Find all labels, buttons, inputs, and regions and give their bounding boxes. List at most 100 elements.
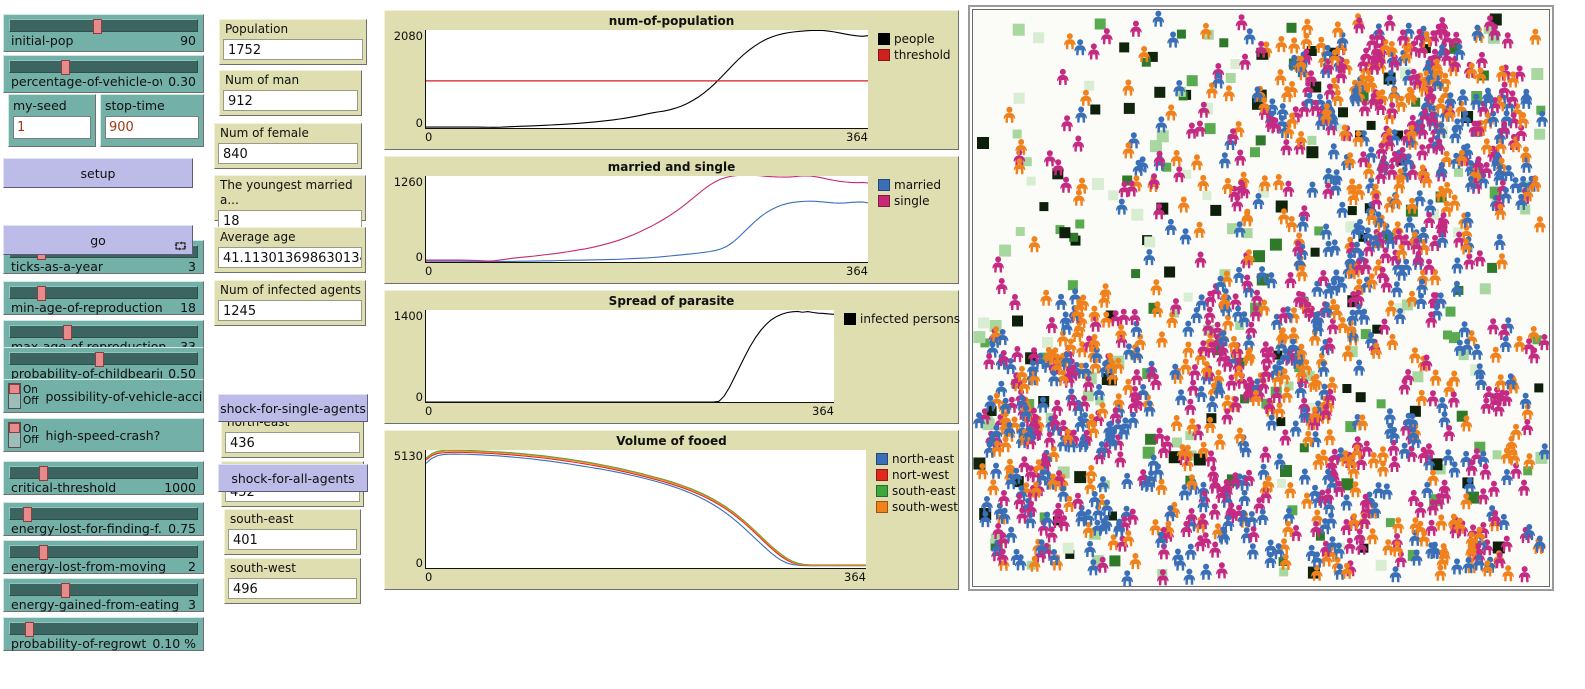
slider-value: 0.10 % <box>152 636 196 651</box>
slider-value: 3 <box>188 259 196 274</box>
slider-label: ticks-as-a-year <box>11 259 104 274</box>
slider-track[interactable] <box>9 583 198 598</box>
input-stop-time[interactable]: stop-time 900 <box>100 94 204 147</box>
input-field[interactable]: 1 <box>13 116 91 139</box>
plot-canvas <box>425 450 866 569</box>
monitor-label: Num of female <box>220 126 309 140</box>
legend-item[interactable]: threshold <box>878 48 956 62</box>
legend-item[interactable]: people <box>878 32 956 46</box>
slider-thumb[interactable] <box>95 352 104 367</box>
monitor-num-of-infected-agents: Num of infected agents 1245 <box>214 280 366 326</box>
shock-for-single-agents-button[interactable]: shock-for-single-agents <box>218 394 368 422</box>
slider-row: critical-threshold 1000 <box>8 479 199 496</box>
slider-label: energy-lost-from-moving <box>11 559 167 574</box>
slider-track[interactable] <box>9 466 198 481</box>
slider-label: initial-pop <box>11 33 74 48</box>
input-field[interactable]: 900 <box>105 116 199 139</box>
monitor-label: south-east <box>230 512 294 526</box>
slider-thumb[interactable] <box>23 507 32 522</box>
slider-track[interactable] <box>9 507 198 522</box>
slider-track[interactable] <box>9 19 198 34</box>
slider-value: 0.30 <box>168 74 196 89</box>
legend-item[interactable]: single <box>878 194 956 208</box>
plot-spread-of-parasite: Spread of parasite 1400 0 0 364 infected pers… <box>384 290 960 424</box>
plot-plot-area[interactable]: 0 364 <box>425 30 868 143</box>
plot-plot-area[interactable]: 0 364 <box>425 310 834 417</box>
forever-loop-icon: ⮔ <box>173 240 187 253</box>
legend-label: married <box>894 178 942 192</box>
slider-energy-lost-from-moving[interactable]: energy-lost-from-moving 2 <box>3 540 204 574</box>
monitor-population: Population 1752 <box>219 19 367 65</box>
slider-energy-lost-for-finding-f[interactable]: energy-lost-for-finding-f... 0.75 <box>3 502 204 536</box>
switch-high-speed-crash[interactable]: On Off high-speed-crash? <box>3 418 204 452</box>
slider-critical-threshold[interactable]: critical-threshold 1000 <box>3 461 204 495</box>
plot-num-of-population: num-of-population 2080 0 0 364 people threshol… <box>384 10 959 150</box>
slider-row: probability-of-regrowth 0.10 % <box>8 635 199 652</box>
input-my-seed[interactable]: my-seed 1 <box>8 94 96 147</box>
switch-name-label: high-speed-crash? <box>45 427 161 443</box>
slider-thumb[interactable] <box>93 19 102 34</box>
legend-label: single <box>894 194 930 208</box>
switch-onoff-labels: On Off <box>23 385 46 407</box>
plot-y-min-label: 0 <box>415 390 423 404</box>
legend-label: north-east <box>892 452 955 466</box>
slider-thumb[interactable] <box>39 466 48 481</box>
switch-onoff-labels: On Off <box>23 424 46 446</box>
legend-label: people <box>894 32 935 46</box>
setup-button-label: setup <box>80 165 116 181</box>
legend-item[interactable]: south-east <box>876 484 956 498</box>
plot-x-min-label: 0 <box>425 130 433 144</box>
monitor-value: 496 <box>228 578 357 599</box>
slider-probability-of-regrowth[interactable]: probability-of-regrowth 0.10 % <box>3 617 204 651</box>
legend-item[interactable]: north-east <box>876 452 956 466</box>
setup-button[interactable]: setup <box>3 158 193 188</box>
go-button[interactable]: go ⮔ <box>3 225 193 255</box>
slider-track[interactable] <box>9 325 198 340</box>
slider-thumb[interactable] <box>39 545 48 560</box>
slider-thumb[interactable] <box>61 60 70 75</box>
legend-label: infected persons <box>860 312 961 326</box>
monitor-value: 1752 <box>223 39 363 60</box>
switch-off-label: Off <box>23 434 39 446</box>
plot-plot-area[interactable]: 0 364 <box>425 450 866 583</box>
slider-min-age-of-reproduction[interactable]: min-age-of-reproduction 18 <box>3 281 204 315</box>
monitor-value: 1245 <box>218 300 362 321</box>
slider-probability-of-childbearing[interactable]: probability-of-childbearing 0.50 <box>3 347 204 381</box>
switch-toggle-knob[interactable] <box>8 422 21 448</box>
monitor-value: 840 <box>218 143 358 164</box>
slider-value: 90 <box>180 33 196 48</box>
switch-name-label: possibility-of-vehicle-acci... <box>45 388 204 404</box>
world-canvas[interactable] <box>972 9 1550 587</box>
slider-track[interactable] <box>9 286 198 301</box>
monitor-label: Num of infected agents <box>220 283 362 297</box>
slider-thumb[interactable] <box>61 583 70 598</box>
plot-volume-of-fooed: Volume of fooed 5130 0 0 364 north-east nort-w… <box>384 430 959 590</box>
shock-for-all-agents-button[interactable]: shock-for-all-agents <box>218 464 368 492</box>
slider-initial-pop[interactable]: initial-pop 90 <box>3 14 204 52</box>
legend-label: nort-west <box>892 468 950 482</box>
slider-track[interactable] <box>9 60 198 75</box>
switch-knob-cap <box>9 384 20 394</box>
slider-track[interactable] <box>9 352 198 367</box>
slider-track[interactable] <box>9 622 198 637</box>
slider-track[interactable] <box>9 545 198 560</box>
slider-thumb[interactable] <box>63 325 72 340</box>
legend-item[interactable]: infected persons <box>844 312 960 326</box>
plot-plot-area[interactable]: 0 364 <box>425 176 868 277</box>
slider-percentage-of-vehicle-ow[interactable]: percentage-of-vehicle-ow... 0.30 <box>3 55 204 93</box>
plot-body: 5130 0 0 364 north-east nort-west south-east so… <box>385 450 958 589</box>
world-view[interactable] <box>968 5 1554 591</box>
plot-y-axis: 1400 0 <box>385 310 425 423</box>
slider-thumb[interactable] <box>25 622 34 637</box>
plot-x-max-label: 364 <box>846 130 868 144</box>
slider-label: critical-threshold <box>11 480 117 495</box>
legend-item[interactable]: south-west <box>876 500 958 514</box>
legend-swatch <box>876 469 888 481</box>
plot-y-min-label: 0 <box>415 116 423 130</box>
switch-toggle-knob[interactable] <box>8 383 21 409</box>
slider-energy-gained-from-eating[interactable]: energy-gained-from-eating 3 <box>3 578 204 612</box>
legend-item[interactable]: married <box>878 178 956 192</box>
legend-item[interactable]: nort-west <box>876 468 956 482</box>
slider-thumb[interactable] <box>37 286 46 301</box>
switch-possibility-of-vehicle-acci[interactable]: On Off possibility-of-vehicle-acci... <box>3 379 204 413</box>
